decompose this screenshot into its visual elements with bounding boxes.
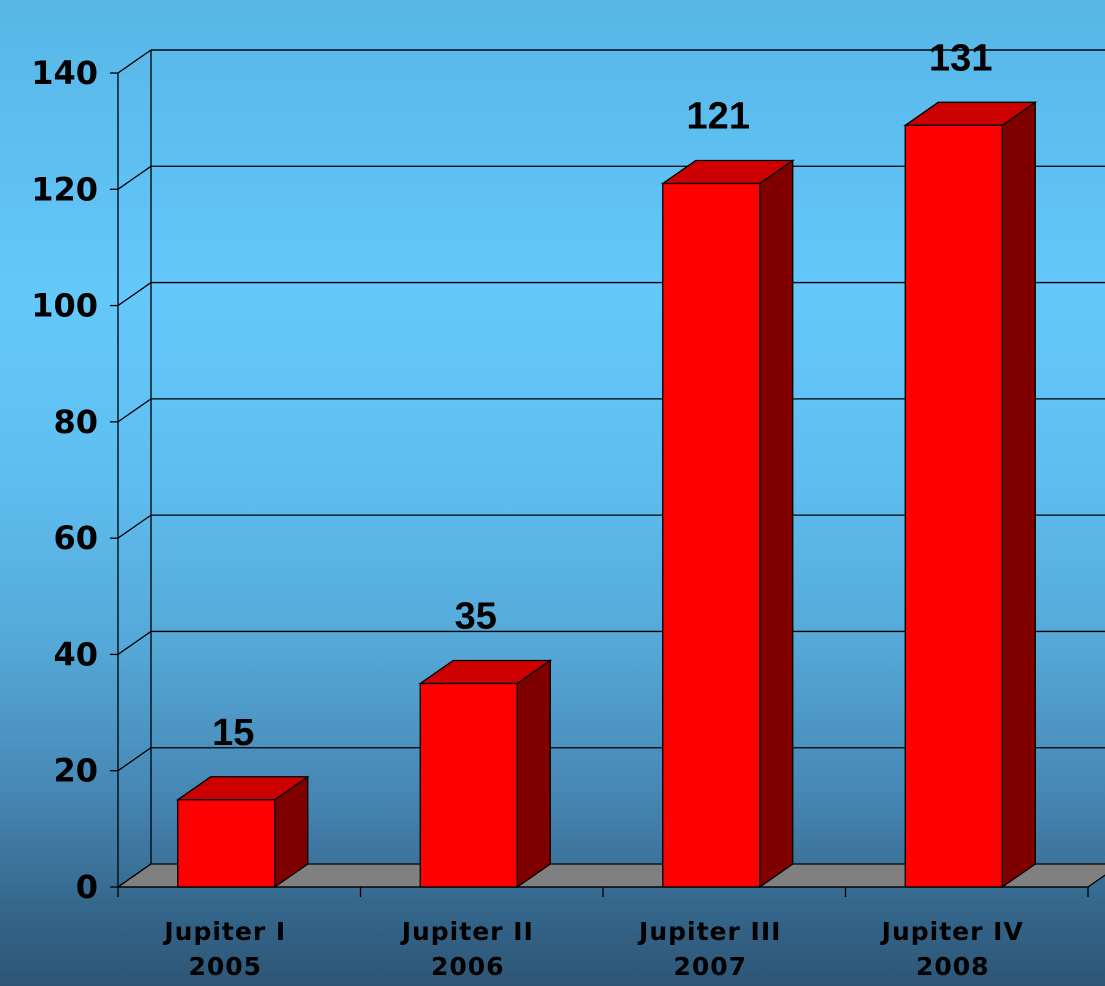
side-wall-line	[117, 282, 152, 307]
bar	[175, 775, 310, 889]
y-tick-label: 80	[53, 403, 98, 441]
x-tick-label: 2005	[188, 952, 262, 981]
bar-side-face	[1001, 101, 1036, 889]
side-wall-line	[117, 747, 152, 772]
y-tick-label: 100	[31, 287, 98, 325]
bars	[175, 101, 1038, 889]
bar	[418, 659, 553, 889]
side-wall-line	[117, 514, 152, 539]
y-tick-label: 120	[31, 170, 98, 208]
bar-front-face	[177, 799, 276, 888]
data-label: 35	[455, 596, 497, 638]
x-tick-label: Jupiter I	[162, 917, 286, 946]
data-label: 131	[929, 37, 992, 79]
y-tick-label: 60	[53, 519, 98, 557]
bar-front-face	[662, 182, 761, 888]
x-tick-label: Jupiter II	[400, 917, 534, 946]
x-tick-label: 2006	[431, 952, 505, 981]
side-wall-line	[117, 165, 152, 190]
x-tick-label: Jupiter III	[637, 917, 781, 946]
bar-front-face	[419, 682, 518, 888]
gridlines	[117, 49, 1105, 888]
data-label: 121	[687, 95, 750, 137]
bar	[903, 101, 1038, 889]
bar-front-face	[904, 124, 1003, 888]
bar-side-face	[759, 159, 794, 889]
side-wall-line	[117, 630, 152, 655]
side-wall-line	[117, 398, 152, 423]
labels: 0 20 40 60 80 100 120 140 15 Jupiter I 2005 35 Jupit…	[31, 37, 1024, 981]
x-tick-label: 2008	[916, 952, 990, 981]
y-tick-label: 40	[53, 635, 98, 673]
bar-side-face	[516, 659, 551, 889]
y-tick-label: 20	[53, 752, 98, 790]
x-tick-label: 2007	[673, 952, 747, 981]
y-tick-label: 140	[31, 54, 98, 92]
data-label: 15	[212, 712, 254, 754]
side-wall-line	[117, 49, 152, 74]
y-tick-label: 0	[76, 868, 98, 906]
x-tick-label: Jupiter IV	[880, 917, 1024, 946]
bar	[660, 159, 795, 889]
